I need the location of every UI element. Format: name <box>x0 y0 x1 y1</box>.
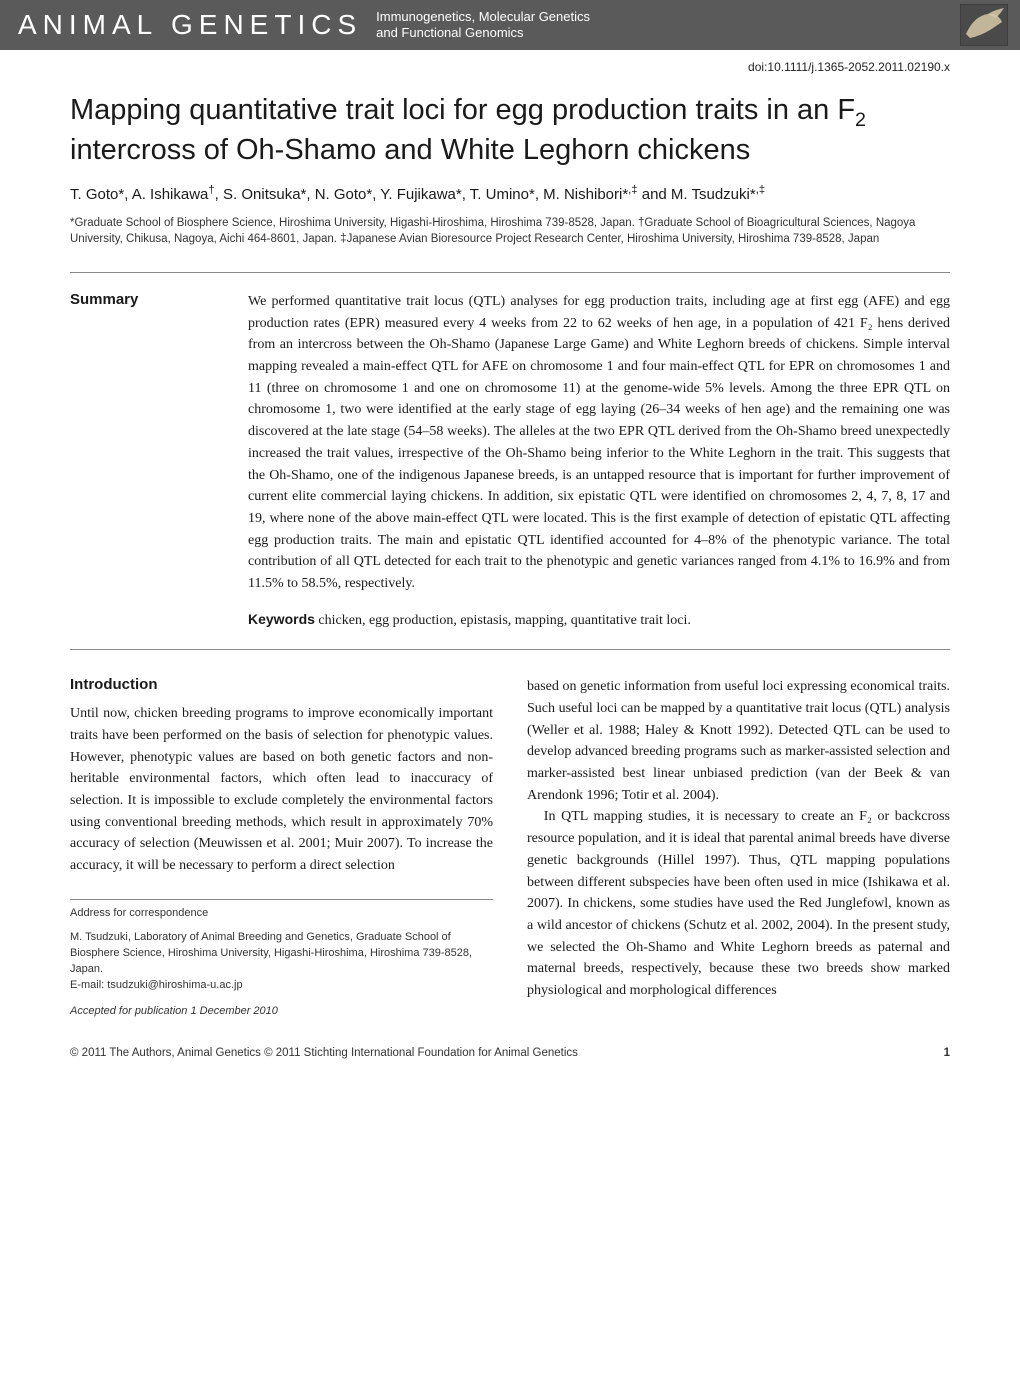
two-column-body: Introduction Until now, chicken breeding… <box>70 676 950 1019</box>
doi-text: doi:10.1111/j.1365-2052.2011.02190.x <box>0 50 1020 80</box>
journal-subtitle: Immunogenetics, Molecular Genetics and F… <box>376 9 590 40</box>
rule-top <box>70 272 950 273</box>
intro-col2-p2: In QTL mapping studies, it is necessary … <box>527 806 950 1001</box>
title-subscript: 2 <box>855 109 866 131</box>
introduction-heading: Introduction <box>70 676 493 693</box>
keywords-label: Keywords <box>248 611 315 627</box>
summary-block: Summary We performed quantitative trait … <box>70 291 950 631</box>
right-column: based on genetic information from useful… <box>527 676 950 1019</box>
intro-col1-p1: Until now, chicken breeding programs to … <box>70 703 493 877</box>
keywords-body: chicken, egg production, epistasis, mapp… <box>318 613 690 628</box>
keywords-line: Keywords chicken, egg production, epista… <box>248 609 950 632</box>
correspondence-heading: Address for correspondence <box>70 906 493 922</box>
page-footer: © 2011 The Authors, Animal Genetics © 20… <box>70 1047 950 1059</box>
correspondence-body: M. Tsudzuki, Laboratory of Animal Breedi… <box>70 930 493 978</box>
intro-para-right: based on genetic information from useful… <box>527 676 950 1001</box>
title-line2: intercross of Oh-Shamo and White Leghorn… <box>70 134 750 166</box>
journal-header-band: ANIMAL GENETICS Immunogenetics, Molecula… <box>0 0 1020 50</box>
correspondence-block: Address for correspondence M. Tsudzuki, … <box>70 899 493 1020</box>
journal-name: ANIMAL GENETICS <box>18 9 362 41</box>
summary-body: We performed quantitative trait locus (Q… <box>248 291 950 595</box>
left-column: Introduction Until now, chicken breeding… <box>70 676 493 1019</box>
correspondence-email: E-mail: tsudzuki@hiroshima-u.ac.jp <box>70 978 493 994</box>
accepted-line: Accepted for publication 1 December 2010 <box>70 1004 493 1020</box>
article-title: Mapping quantitative trait loci for egg … <box>70 92 950 169</box>
summary-label: Summary <box>70 291 220 631</box>
journal-subtitle-line2: and Functional Genomics <box>376 25 523 40</box>
footer-copyright: © 2011 The Authors, Animal Genetics © 20… <box>70 1047 578 1059</box>
intro-para-left: Until now, chicken breeding programs to … <box>70 703 493 877</box>
affiliation-text: *Graduate School of Biosphere Science, H… <box>70 215 950 248</box>
author-list: T. Goto*, A. Ishikawa†, S. Onitsuka*, N.… <box>70 183 950 205</box>
title-line1: Mapping quantitative trait loci for egg … <box>70 94 855 126</box>
page-number: 1 <box>944 1047 950 1059</box>
intro-col2-p1: based on genetic information from useful… <box>527 676 950 806</box>
rule-bottom <box>70 649 950 650</box>
journal-subtitle-line1: Immunogenetics, Molecular Genetics <box>376 9 590 24</box>
bird-emblem-icon <box>960 4 1008 46</box>
